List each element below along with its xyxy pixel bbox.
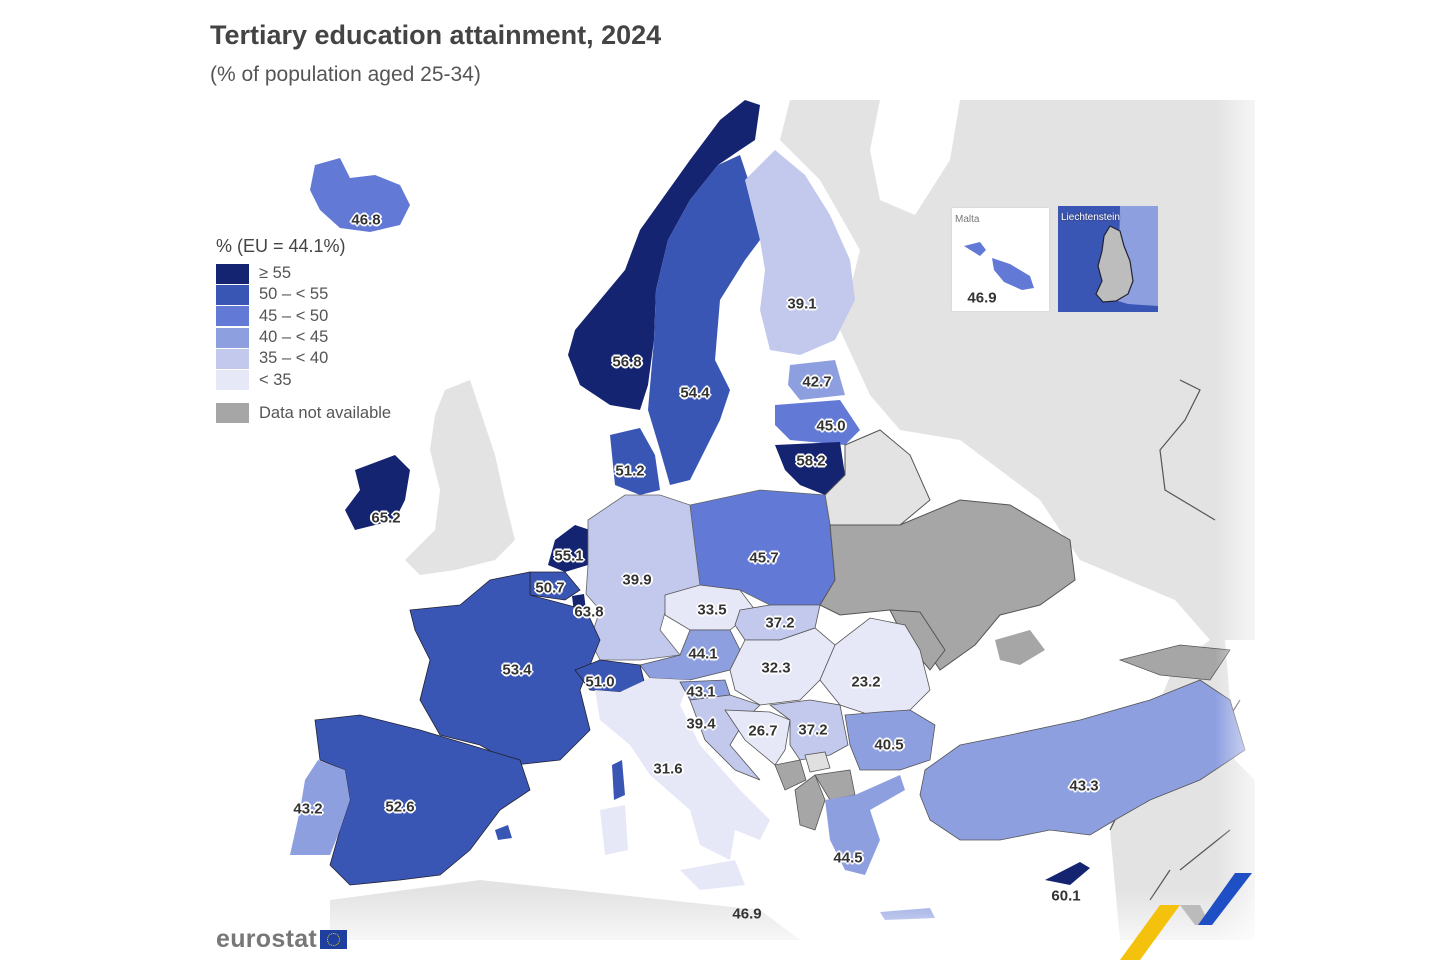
- portugal: [290, 760, 350, 855]
- greece: [825, 775, 905, 875]
- legend-swatch: [216, 306, 249, 327]
- iceland: [310, 158, 410, 232]
- legend-swatch: [216, 348, 249, 369]
- turkey: [919, 679, 1246, 841]
- label-switzerland: 51.0: [585, 673, 615, 691]
- montenegro: [774, 759, 807, 791]
- legend-item: ≥ 55: [216, 263, 416, 284]
- corner-accent-yellow: [1120, 905, 1180, 960]
- serbia: [768, 699, 849, 761]
- label-netherlands: 55.1: [554, 547, 584, 565]
- label-italy: 31.6: [653, 760, 683, 778]
- label-croatia: 39.4: [686, 715, 716, 733]
- norway: [568, 100, 760, 410]
- label-lithuania: 58.2: [796, 452, 826, 470]
- sweden: [648, 155, 760, 485]
- inset-malta: Malta 46.9: [952, 208, 1049, 311]
- label-sweden: 54.4: [680, 384, 710, 402]
- eurostat-logo: eurostat: [216, 925, 348, 954]
- legend-item: 45 – < 50: [216, 306, 416, 327]
- finland: [745, 150, 855, 355]
- chart-title: Tertiary education attainment, 2024: [210, 20, 662, 50]
- label-norway: 56.8: [612, 353, 642, 371]
- label-czechia: 33.5: [697, 601, 727, 619]
- eu-flag-icon: [320, 930, 348, 949]
- cyprus: [1045, 862, 1090, 885]
- sicily: [680, 860, 745, 890]
- label-denmark: 51.2: [615, 462, 645, 480]
- denmark: [610, 428, 660, 495]
- label-poland: 45.7: [749, 549, 779, 567]
- legend: % (EU = 44.1%) ≥ 55 50 – < 55 45 – < 50 …: [216, 236, 416, 425]
- malta-shape: [964, 242, 1034, 290]
- chart-subtitle: (% of population aged 25-34): [210, 63, 481, 86]
- inset-malta-value: 46.9: [967, 289, 997, 307]
- ireland: [345, 455, 410, 530]
- spain: [314, 714, 531, 886]
- uk: [405, 380, 515, 575]
- label-austria: 44.1: [688, 645, 718, 663]
- label-greece: 44.5: [833, 849, 863, 867]
- romania: [819, 617, 931, 716]
- label-spain: 52.6: [385, 798, 415, 816]
- france: [409, 571, 601, 766]
- label-bosnia: 26.7: [748, 722, 778, 740]
- legend-swatch: [216, 403, 249, 424]
- label-finland: 39.1: [787, 295, 817, 313]
- bulgaria: [844, 709, 936, 771]
- label-turkey: 43.3: [1069, 777, 1099, 795]
- legend-swatch: [216, 284, 249, 305]
- label-germany: 39.9: [622, 571, 652, 589]
- latvia: [775, 400, 860, 445]
- inset-liechtenstein: Liechtenstein: [1058, 206, 1158, 312]
- germany: [585, 494, 701, 661]
- label-iceland: 46.8: [351, 211, 381, 229]
- legend-item: < 35: [216, 369, 416, 391]
- label-romania: 23.2: [851, 673, 881, 691]
- label-cyprus: 60.1: [1051, 887, 1081, 905]
- legend-item: 50 – < 55: [216, 284, 416, 305]
- legend-item: 35 – < 40: [216, 348, 416, 369]
- netherlands: [548, 525, 590, 572]
- label-france: 53.4: [502, 661, 532, 679]
- corner-accent-blue: [1198, 873, 1252, 925]
- albania: [794, 774, 826, 831]
- inset-malta-label: Malta: [955, 214, 980, 225]
- inset-liechtenstein-label: Liechtenstein: [1061, 212, 1120, 223]
- label-ireland: 65.2: [371, 509, 401, 527]
- label-estonia: 42.7: [802, 373, 832, 391]
- label-belgium: 50.7: [535, 579, 565, 597]
- label-malta: 46.9: [732, 905, 762, 923]
- label-latvia: 45.0: [816, 417, 846, 435]
- liechtenstein-shape: [1095, 206, 1158, 306]
- legend-item: 40 – < 45: [216, 327, 416, 348]
- label-luxembourg: 63.8: [574, 603, 604, 621]
- kosovo: [804, 751, 831, 773]
- ukraine: [819, 499, 1076, 671]
- estonia: [788, 360, 845, 400]
- legend-swatch: [216, 327, 249, 348]
- label-bulgaria: 40.5: [874, 736, 904, 754]
- legend-swatch: [216, 370, 249, 391]
- crimea: [995, 630, 1045, 665]
- label-serbia: 37.2: [798, 721, 828, 739]
- legend-title: % (EU = 44.1%): [216, 236, 346, 256]
- legend-item-na: Data not available: [216, 403, 416, 424]
- corsica: [612, 760, 625, 800]
- sardinia: [600, 805, 628, 855]
- label-hungary: 32.3: [761, 659, 791, 677]
- lithuania: [775, 442, 845, 495]
- bosnia: [724, 709, 791, 766]
- eurostat-logo-text: eurostat: [216, 925, 318, 953]
- label-slovakia: 37.2: [765, 614, 795, 632]
- italy: [595, 678, 770, 860]
- label-portugal: 43.2: [293, 800, 323, 818]
- legend-swatch: [216, 263, 249, 284]
- label-slovenia: 43.1: [686, 683, 716, 701]
